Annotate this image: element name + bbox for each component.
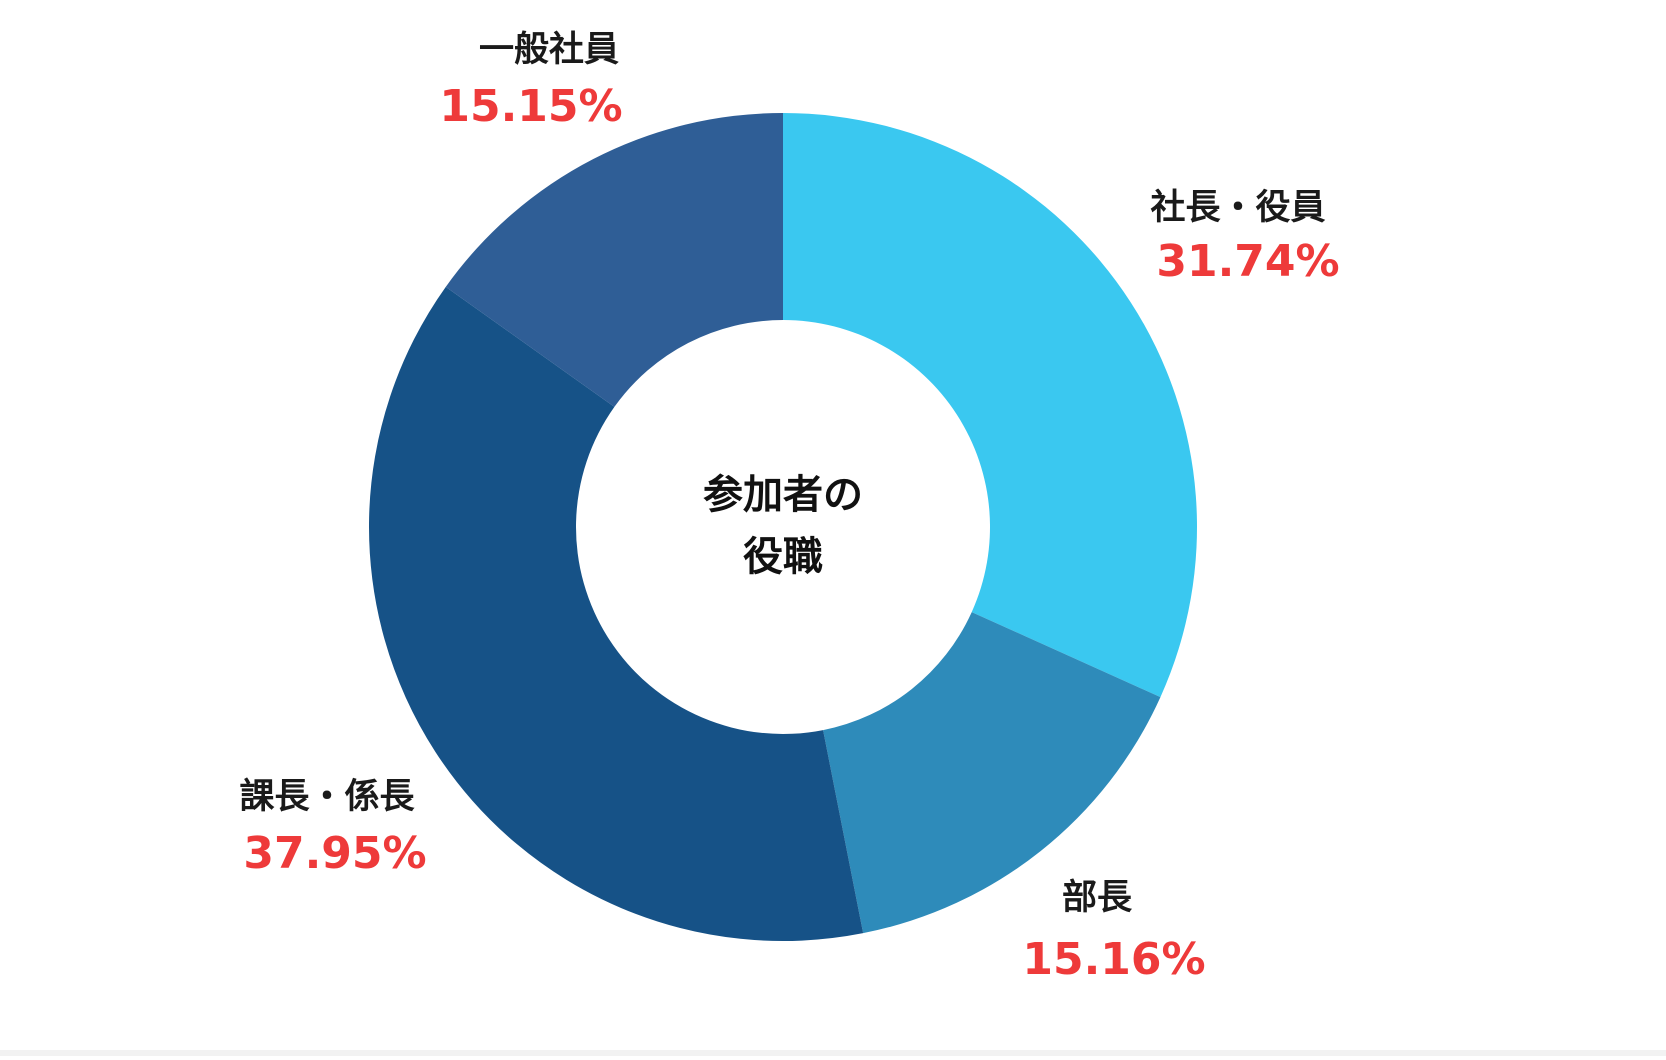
value-label: 31.74% xyxy=(1156,236,1339,287)
donut-slice xyxy=(445,113,783,407)
donut-slice xyxy=(823,612,1161,934)
value-label: 15.16% xyxy=(1022,934,1205,985)
slice-label: 部長 xyxy=(1062,878,1133,918)
slice-label: 一般社員 xyxy=(479,30,619,70)
donut-slice xyxy=(369,286,864,941)
center-title: 役職 xyxy=(743,534,823,580)
bottom-strip xyxy=(0,1050,1666,1056)
slice-label: 課長・係長 xyxy=(239,777,415,817)
center-title: 参加者の xyxy=(703,472,863,518)
donut-slice xyxy=(783,113,1197,698)
slice-label: 社長・役員 xyxy=(1150,188,1325,228)
value-label: 37.95% xyxy=(243,828,426,879)
value-label: 15.15% xyxy=(439,81,622,132)
